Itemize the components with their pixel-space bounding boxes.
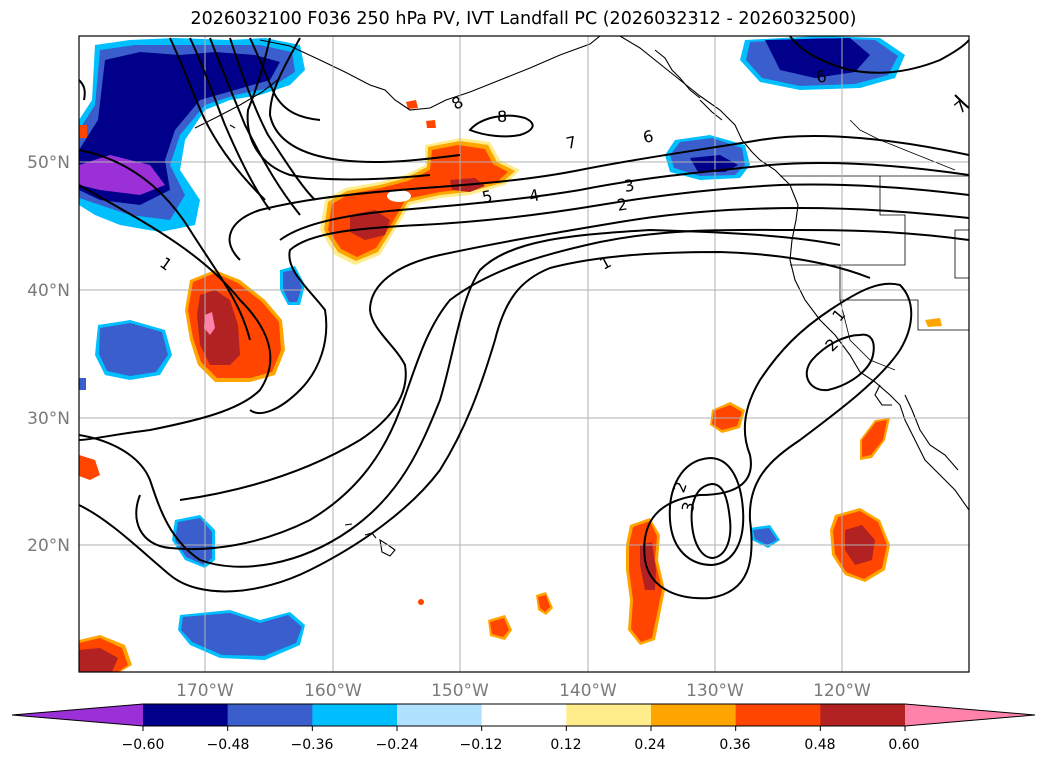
colorbar-tick-label: 0.12 <box>550 737 581 753</box>
contour-label: 6 <box>814 66 829 87</box>
contour-label: 6 <box>641 126 655 147</box>
lat-label: 50°N <box>27 153 70 173</box>
map-title: 2026032100 F036 250 hPa PV, IVT Landfall… <box>190 9 857 29</box>
contour-label: 3 <box>623 175 636 195</box>
colorbar-tick-labels: −0.60 −0.48 −0.36 −0.24 −0.12 0.12 0.24 … <box>122 737 920 753</box>
colorbar-tick-label: 0.48 <box>804 737 835 753</box>
lon-label: 130°W <box>686 681 744 701</box>
colorbar-tick-label: −0.60 <box>122 737 165 753</box>
colorbar: −0.60 −0.48 −0.36 −0.24 −0.12 0.12 0.24 … <box>11 703 1036 753</box>
lon-label: 140°W <box>559 681 617 701</box>
contour-label: 8 <box>497 107 507 126</box>
contour-label: 5 <box>480 186 494 207</box>
lat-label: 20°N <box>27 536 70 556</box>
colorbar-segment <box>143 704 229 726</box>
colorbar-segment <box>312 704 398 726</box>
contour-label: 7 <box>564 132 578 153</box>
colorbar-segment <box>651 704 737 726</box>
colorbar-tick-label: 0.60 <box>888 737 919 753</box>
lon-label: 120°W <box>813 681 871 701</box>
colorbar-segment <box>905 704 1035 726</box>
lon-label: 150°W <box>431 681 489 701</box>
colorbar-tick-label: 0.24 <box>634 737 665 753</box>
colorbar-segment <box>481 704 567 726</box>
colorbar-segment <box>397 704 483 726</box>
contour-label: 3 <box>678 500 699 515</box>
colorbar-segment <box>12 704 143 726</box>
graticule <box>79 36 969 672</box>
plot-area: 8 8 7 6 6 5 4 3 2 1 1 1 2 2 3 7 <box>79 36 969 672</box>
colorbar-segment <box>735 704 821 726</box>
negative-pv-shading <box>79 36 905 660</box>
contour-label: 4 <box>527 185 541 206</box>
colorbar-tick-label: −0.24 <box>376 737 419 753</box>
longitude-labels: 170°W 160°W 150°W 140°W 130°W 120°W <box>176 681 871 701</box>
plot-frame <box>78 35 970 673</box>
lon-label: 170°W <box>176 681 234 701</box>
latitude-labels: 50°N 40°N 30°N 20°N <box>27 153 70 556</box>
colorbar-segment <box>820 704 906 726</box>
lon-label: 160°W <box>304 681 362 701</box>
colorbar-segment <box>227 704 313 726</box>
colorbar-tick-label: −0.48 <box>207 737 250 753</box>
contour-label: 2 <box>616 194 629 214</box>
colorbar-tick-label: −0.36 <box>291 737 334 753</box>
colorbar-tick-label: 0.36 <box>719 737 750 753</box>
lat-label: 30°N <box>27 409 70 429</box>
colorbar-segment <box>566 704 652 726</box>
ivt-contours <box>79 36 969 600</box>
lat-label: 40°N <box>27 281 70 301</box>
colorbar-tick-label: −0.12 <box>460 737 503 753</box>
